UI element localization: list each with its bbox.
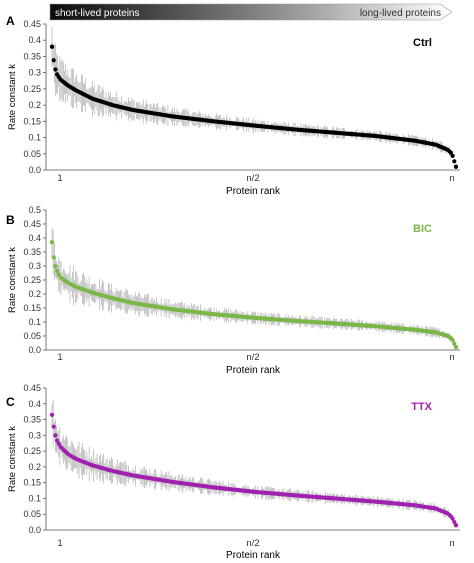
y-tick-label: 0.1	[28, 317, 41, 327]
lifetime-gradient-arrow: short-lived proteins long-lived proteins	[49, 3, 453, 21]
x-axis-label: Protein rank	[226, 550, 281, 561]
x-tick-label: n	[449, 173, 454, 184]
data-points	[49, 44, 459, 169]
y-tick-label: 0.05	[23, 331, 41, 341]
data-point	[452, 519, 457, 525]
last-point	[453, 164, 459, 169]
first-point	[49, 412, 55, 417]
data-point	[54, 268, 60, 274]
y-tick-label: 0.2	[28, 289, 41, 299]
data-point	[53, 263, 58, 269]
data-point	[51, 424, 56, 429]
condition-title: TTX	[411, 401, 432, 413]
y-tick-label: 0.35	[23, 247, 41, 257]
data-point	[53, 67, 58, 72]
short-lived-label: short-lived proteins	[55, 8, 139, 19]
x-tick-label: 1	[57, 538, 62, 549]
y-axis-label: Rate constant k	[7, 247, 18, 313]
data-point	[450, 153, 455, 158]
panel-c: C 0.0 0.05 0.1 0.15 0.2 0.25 0.3 0.35 0.4 0.45 Rate…	[6, 383, 460, 561]
panel-letter: B	[6, 213, 15, 227]
y-tick-label: 0.3	[28, 430, 41, 440]
data-point	[448, 150, 454, 155]
y-tick-label: 0.15	[23, 478, 41, 488]
data-point	[452, 341, 457, 346]
y-axis-label: Rate constant k	[7, 64, 18, 130]
y-tick-label: 0.4	[28, 233, 41, 243]
data-point	[51, 58, 56, 63]
y-tick-label: 0.5	[28, 205, 41, 215]
panel-letter: A	[6, 14, 15, 28]
data-points	[49, 412, 459, 528]
x-tick-label: n	[449, 538, 454, 549]
error-bars	[51, 399, 450, 519]
data-point	[450, 516, 455, 521]
data-points	[49, 240, 459, 350]
data-point	[54, 438, 60, 443]
y-tick-label: 0.2	[28, 462, 41, 472]
y-tick-label: 0.3	[28, 68, 41, 78]
y-tick-label: 0.25	[23, 275, 41, 285]
y-tick-label: 0.35	[23, 51, 41, 61]
y-tick-label: 0.0	[28, 165, 41, 175]
y-tick-label: 0.35	[23, 415, 41, 425]
first-point	[49, 240, 55, 245]
x-axis-label: Protein rank	[226, 365, 281, 376]
error-bars	[51, 227, 450, 342]
y-tick-label: 0.4	[28, 35, 41, 45]
y-tick-label: 0.25	[23, 446, 41, 456]
last-point	[453, 523, 459, 528]
y-tick-label: 0.15	[23, 116, 41, 126]
data-point	[452, 159, 457, 164]
data-point	[450, 338, 455, 343]
y-tick-label: 0.05	[23, 509, 41, 519]
data-point	[53, 433, 58, 438]
chart-panels: A 0.0 0.05 0.1 0.15 0.2 0.25 0.3 0.35 0.4 0.45 Rate…	[6, 14, 460, 561]
last-point	[453, 345, 459, 350]
panel-b: B 0.0 0.05 0.1 0.15 0.2 0.25 0.3 0.35 0.4 0.45 0.5 R…	[6, 205, 460, 376]
y-tick-label: 0.15	[23, 303, 41, 313]
x-tick-label: n/2	[246, 173, 259, 184]
y-tick-label: 0.1	[28, 133, 41, 143]
gradient-bar	[49, 3, 453, 21]
panel-letter: C	[6, 395, 15, 409]
long-lived-label: long-lived proteins	[360, 8, 441, 19]
y-tick-label: 0.45	[23, 19, 41, 29]
first-point	[49, 44, 55, 49]
x-axis-label: Protein rank	[226, 186, 281, 197]
x-tick-label: 1	[57, 173, 62, 184]
panel-a: A 0.0 0.05 0.1 0.15 0.2 0.25 0.3 0.35 0.4 0.45 Rate…	[6, 14, 460, 197]
y-tick-label: 0.1	[28, 493, 41, 503]
x-tick-label: 1	[57, 352, 62, 363]
y-tick-label: 0.45	[23, 219, 41, 229]
x-tick-label: n/2	[246, 538, 259, 549]
condition-title: BIC	[413, 223, 432, 235]
y-axis-label: Rate constant k	[7, 426, 18, 492]
condition-title: Ctrl	[413, 37, 432, 49]
y-tick-label: 0.3	[28, 261, 41, 271]
x-tick-label: n	[449, 352, 454, 363]
y-tick-label: 0.2	[28, 100, 41, 110]
y-tick-label: 0.25	[23, 84, 41, 94]
y-tick-label: 0.05	[23, 149, 41, 159]
y-tick-label: 0.45	[23, 383, 41, 393]
y-tick-label: 0.0	[28, 345, 41, 355]
y-tick-label: 0.4	[28, 399, 41, 409]
x-tick-label: n/2	[246, 352, 259, 363]
y-tick-label: 0.0	[28, 525, 41, 535]
data-point	[51, 255, 56, 260]
